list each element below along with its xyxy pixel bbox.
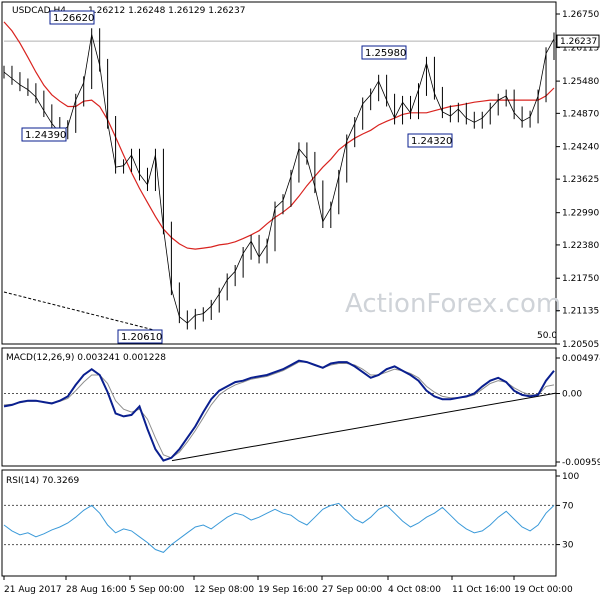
price-annotation-box: [117, 329, 163, 344]
macd-header: MACD(12,26,9) 0.003241 0.001228: [6, 353, 166, 363]
x-axis: 21 Aug 2017 28 Aug 16:00 5 Sep 00:00 12 Sep…: [3, 576, 573, 595]
x-tick-label: 27 Sep 00:00: [322, 585, 382, 595]
macd-panel: MACD(12,26,9) 0.003241 0.001228 0.004974…: [1, 347, 600, 468]
macd-axis-tick-label: 0.004974: [562, 354, 600, 364]
x-tick-label: 19 Oct 00:00: [514, 585, 573, 595]
price-header-ohlc: 1.26212 1.26248 1.26129 1.26237: [88, 6, 245, 16]
x-tick-label: 4 Oct 08:00: [388, 585, 441, 595]
macd-axis-tick-label: -0.009591: [562, 458, 600, 468]
current-price-box: [556, 34, 600, 48]
x-tick-label: 21 Aug 2017: [4, 585, 62, 595]
rsi-header: RSI(14) 70.3269: [6, 476, 79, 486]
price-axis-tick-label: 1.22990: [562, 209, 599, 219]
macd-panel-frame: [1, 347, 557, 467]
price-panel: USDCAD,H4 1.26212 1.26248 1.26129 1.2623…: [1, 1, 600, 350]
price-annotation-box: [21, 127, 67, 142]
x-tick-label: 19 Sep 16:00: [258, 585, 318, 595]
price-annotation: 1.25980: [365, 48, 406, 59]
x-tick-label: 12 Sep 08:00: [194, 585, 254, 595]
rsi-axis-tick-label: 70: [562, 501, 574, 511]
price-line: [3, 34, 555, 324]
price-annotation: 1.20610: [121, 332, 162, 343]
macd-axis-tick-label: 0.00: [562, 390, 582, 400]
x-tick-label: 5 Sep 00:00: [130, 585, 185, 595]
watermark: ActionForex.com: [345, 289, 561, 319]
current-price-label: 1.26237: [560, 37, 597, 47]
price-annotation: 1.26620: [53, 13, 94, 24]
price-axis-tick-label: 1.20505: [562, 340, 599, 350]
macd-trend-line: [171, 392, 557, 462]
price-axis-tick-label: 1.21135: [562, 307, 599, 317]
price-panel-frame: [1, 1, 557, 345]
price-axis-tick-label: 1.21750: [562, 274, 599, 284]
price-axis-tick-label: 1.24870: [562, 109, 599, 119]
macd-line: [3, 359, 555, 462]
trend-line-dashed: [3, 291, 163, 333]
price-axis-tick-label: 1.26750: [562, 10, 599, 20]
ma-line: [3, 21, 555, 250]
price-axis-tick-label: 1.26115: [562, 44, 599, 54]
price-annotation-box: [407, 133, 453, 148]
price-header-symbol: USDCAD,H4: [12, 6, 66, 16]
price-axis-tick-label: 1.22380: [562, 241, 599, 251]
rsi-panel: RSI(14) 70.3269 100 70 30: [1, 469, 579, 577]
price-annotation-box: [49, 10, 95, 25]
x-tick-label: 28 Aug 16:00: [66, 585, 127, 595]
price-annotation: 1.24390: [25, 130, 66, 141]
price-annotation-box: [361, 45, 407, 60]
price-annotation: 1.24320: [411, 136, 452, 147]
rsi-axis-tick-label: 30: [562, 541, 574, 551]
price-axis-tick-label: 1.25480: [562, 77, 599, 87]
price-axis-tick-label: 1.24240: [562, 143, 599, 153]
rsi-axis-tick-label: 100: [562, 472, 579, 482]
rsi-line: [3, 502, 555, 553]
rsi-panel-frame: [1, 469, 557, 577]
x-tick-label: 11 Oct 16:00: [452, 585, 511, 595]
corner-label: 50.0: [537, 331, 557, 341]
price-axis-tick-label: 1.23625: [562, 175, 599, 185]
